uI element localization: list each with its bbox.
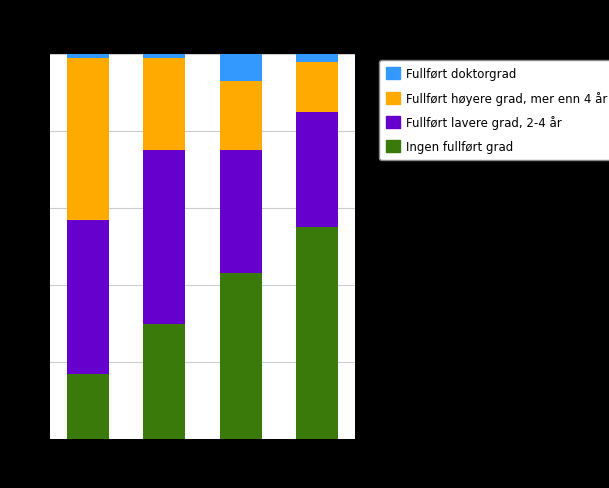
Legend: Fullført doktorgrad, Fullført høyere grad, mer enn 4 år, Fullført lavere grad, 2: Fullført doktorgrad, Fullført høyere gra… bbox=[379, 61, 609, 161]
Bar bbox=[67, 55, 109, 59]
Bar bbox=[296, 113, 338, 228]
Bar bbox=[296, 228, 338, 439]
Bar bbox=[143, 324, 185, 439]
Bar bbox=[296, 62, 338, 113]
Bar bbox=[220, 151, 262, 274]
Bar bbox=[143, 151, 185, 324]
Bar bbox=[220, 82, 262, 151]
Bar bbox=[143, 59, 185, 151]
Bar bbox=[67, 220, 109, 374]
Bar bbox=[220, 274, 262, 439]
Bar bbox=[220, 55, 262, 82]
Bar bbox=[296, 55, 338, 62]
Bar bbox=[143, 55, 185, 59]
Bar bbox=[67, 374, 109, 439]
Bar bbox=[67, 59, 109, 220]
